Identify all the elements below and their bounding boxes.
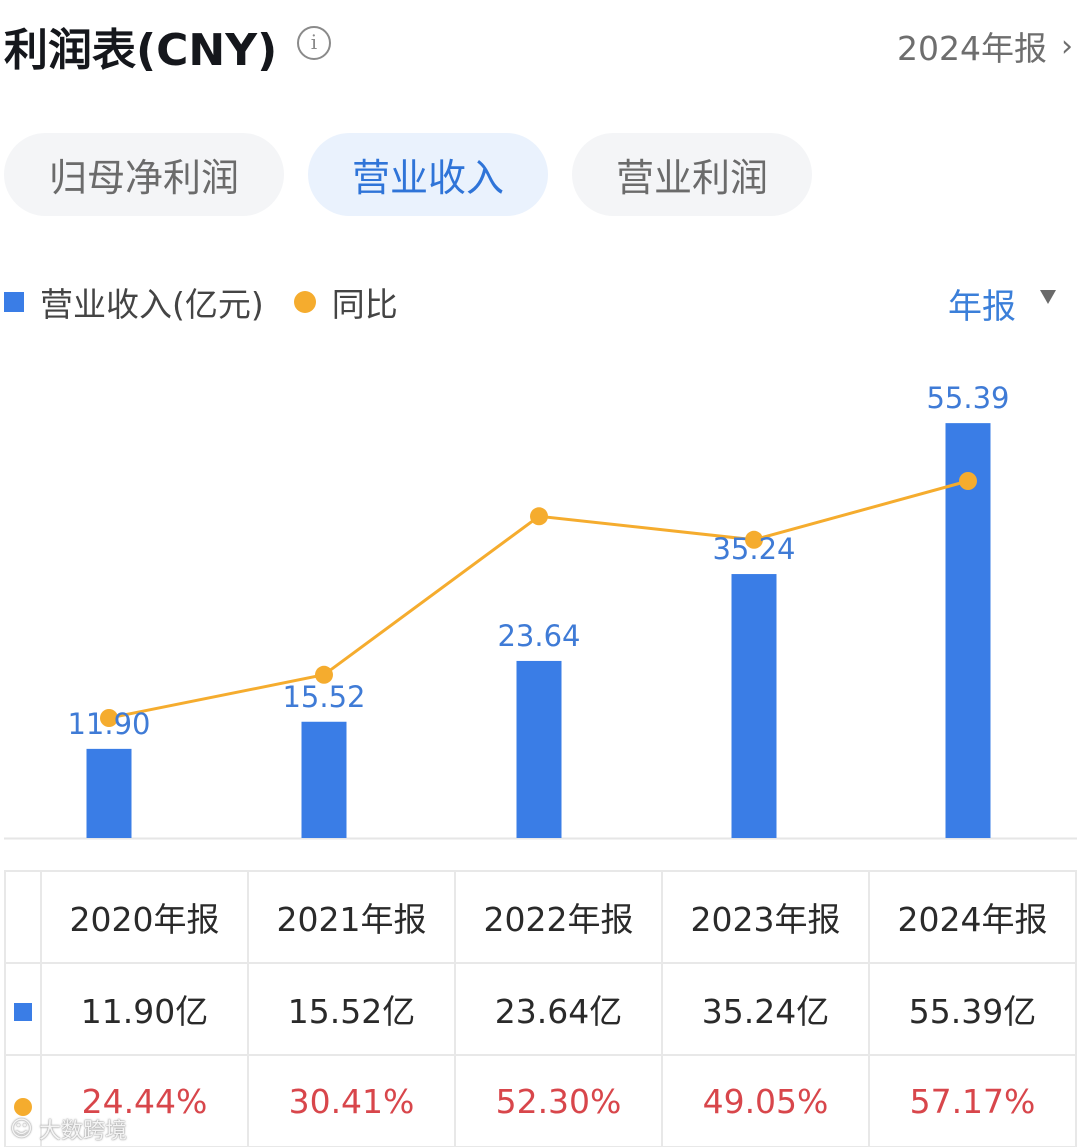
revenue-bar[interactable] (945, 423, 991, 838)
table-cell: 15.52亿 (247, 962, 456, 1056)
caret-down-icon[interactable] (1040, 290, 1056, 304)
table-header-cell: 2021年报 (247, 870, 456, 964)
tab-operating-profit[interactable]: 营业利润 (572, 133, 812, 216)
revenue-bar[interactable] (301, 721, 347, 838)
table-cell: 11.90亿 (40, 962, 249, 1056)
bar-value-label: 23.64 (497, 618, 581, 653)
table-row-marker (4, 962, 42, 1056)
tab-revenue[interactable]: 营业收入 (308, 133, 548, 216)
chart-canvas (4, 423, 1077, 840)
bar-legend-swatch-icon (4, 292, 24, 312)
period-selector[interactable]: 年报 (948, 287, 1016, 327)
revenue-chart: 11.90 15.52 23.64 35.24 55.39 (0, 340, 1077, 850)
yoy-point[interactable] (959, 472, 977, 490)
bar-value-label: 15.52 (282, 679, 366, 714)
chevron-right-icon: › (1061, 28, 1073, 64)
bar-series-square-icon (14, 1002, 32, 1021)
table-header-cell: 2022年报 (454, 870, 663, 964)
bar-value-label: 55.39 (926, 381, 1010, 416)
yoy-point[interactable] (530, 507, 548, 526)
revenue-bar[interactable] (86, 748, 132, 838)
table-row-yoy: 24.44% 30.41% 52.30% 49.05% 57.17% (4, 1054, 1077, 1147)
watermark-logo-icon: ☺ (10, 1116, 33, 1142)
table-row-marker (4, 1054, 42, 1147)
table-cell: 23.64亿 (454, 962, 663, 1056)
period-link-label: 2024年报 (897, 29, 1047, 68)
yoy-point[interactable] (100, 709, 118, 727)
info-icon[interactable]: i (297, 26, 331, 60)
table-cell: 35.24亿 (661, 962, 870, 1056)
table-cell: 24.44% (40, 1054, 249, 1147)
legend-line-label: 同比 (331, 285, 398, 324)
header: 利润表(CNY) i 2024年报 › (0, 0, 1077, 90)
table-cell: 52.30% (454, 1054, 663, 1147)
table-cell: 55.39亿 (868, 962, 1077, 1056)
table-cell: 49.05% (661, 1054, 870, 1147)
period-link[interactable]: 2024年报 › (897, 22, 1073, 70)
bar-value-label: 11.90 (67, 706, 151, 741)
line-legend-dot-icon (293, 291, 316, 313)
tab-net-profit[interactable]: 归母净利润 (4, 133, 284, 216)
bar-value-label: 35.24 (712, 532, 796, 567)
line-series-dot-icon (14, 1098, 32, 1116)
revenue-bar[interactable] (731, 574, 777, 838)
data-table: 2020年报 2021年报 2022年报 2023年报 2024年报 11.90… (4, 870, 1077, 1147)
revenue-bar[interactable] (516, 660, 562, 838)
chart-legend: 营业收入(亿元) 同比 年报 (4, 280, 1074, 327)
metric-tabs: 归母净利润 营业收入 营业利润 (4, 133, 812, 216)
table-header-cell: 2023年报 (661, 870, 870, 964)
watermark-text: 大数跨境 (38, 1119, 127, 1144)
table-corner (4, 870, 42, 964)
yoy-point[interactable] (315, 665, 333, 684)
page-title: 利润表(CNY) (4, 25, 278, 76)
yoy-point[interactable] (745, 530, 763, 549)
watermark: ☺ 大数跨境 (10, 1113, 127, 1145)
table-header-row: 2020年报 2021年报 2022年报 2023年报 2024年报 (4, 870, 1077, 964)
table-cell: 57.17% (868, 1054, 1077, 1147)
legend-bar-label: 营业收入(亿元) (40, 285, 264, 324)
table-header-cell: 2020年报 (40, 870, 249, 964)
table-header-cell: 2024年报 (868, 870, 1077, 964)
table-cell: 30.41% (247, 1054, 456, 1147)
table-row-revenue: 11.90亿 15.52亿 23.64亿 35.24亿 55.39亿 (4, 962, 1077, 1056)
